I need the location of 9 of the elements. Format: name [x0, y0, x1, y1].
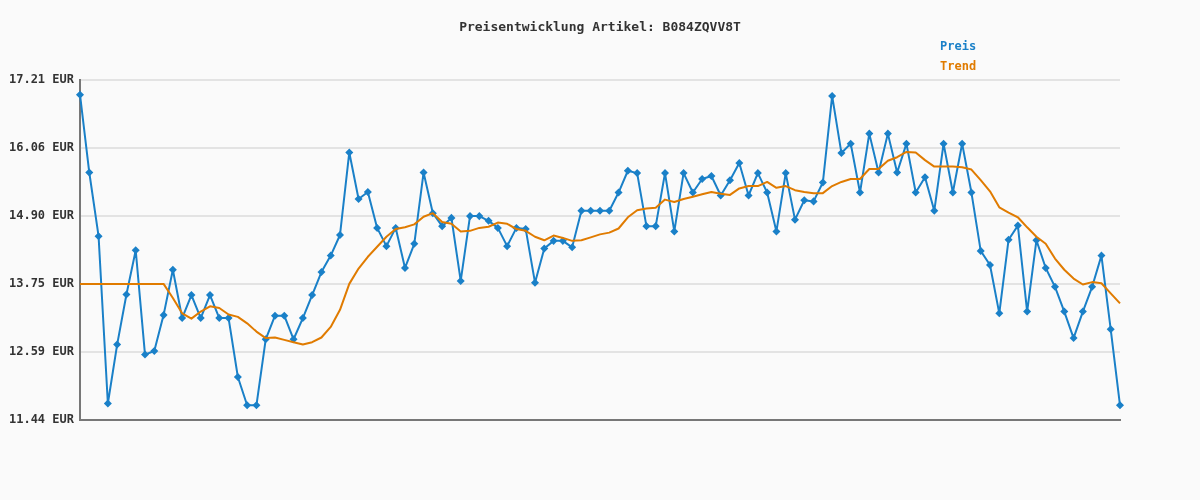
y-tick-label: 14.90 EUR: [8, 208, 75, 223]
y-tick-label: 12.59 EUR: [8, 344, 75, 359]
chart-title: Preisentwicklung Artikel: B084ZQVV8T: [459, 19, 742, 35]
y-tick-label: 16.06 EUR: [8, 139, 75, 154]
y-tick-label: 17.21 EUR: [8, 72, 75, 87]
y-tick-label: 11.44 EUR: [8, 412, 75, 427]
text: Trend: [940, 59, 977, 74]
text: Preis: [940, 39, 977, 54]
y-tick-label: 13.75 EUR: [8, 276, 75, 291]
